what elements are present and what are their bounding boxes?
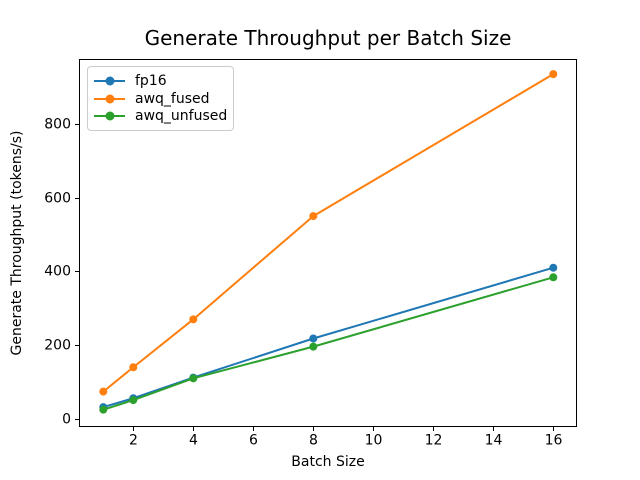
data-point-awq_fused-x8 bbox=[309, 212, 318, 221]
x-tick-label: 6 bbox=[249, 433, 258, 449]
legend-marker-line-fp16 bbox=[94, 76, 125, 86]
data-point-awq_unfused-x8 bbox=[309, 342, 318, 351]
data-point-awq_fused-x2 bbox=[129, 363, 138, 372]
data-point-fp16-x16 bbox=[549, 263, 558, 272]
x-tick-label: 10 bbox=[365, 433, 383, 449]
x-tick-label: 4 bbox=[189, 433, 198, 449]
chart-title: Generate Throughput per Batch Size bbox=[144, 26, 512, 50]
legend-marker-dot-awq_fused bbox=[105, 94, 114, 103]
legend-marker-dot-awq_unfused bbox=[105, 111, 114, 121]
y-tick-label: 800 bbox=[44, 117, 71, 133]
x-tick-label: 8 bbox=[309, 433, 318, 449]
data-point-awq_unfused-x2 bbox=[129, 396, 138, 405]
data-point-awq_unfused-x4 bbox=[189, 374, 198, 383]
legend-marker-line-awq_unfused bbox=[94, 111, 125, 121]
x-tick-label: 2 bbox=[129, 433, 138, 449]
data-point-awq_fused-x1 bbox=[99, 387, 108, 396]
legend-marker-dot-fp16 bbox=[105, 76, 114, 86]
legend-label-awq_fused: awq_fused bbox=[135, 90, 210, 107]
plot-border bbox=[79, 59, 577, 427]
legend: fp16 awq_fused awq_unfused bbox=[87, 66, 234, 131]
legend-label-fp16: fp16 bbox=[135, 72, 167, 89]
x-tick-label: 16 bbox=[545, 433, 563, 449]
data-point-awq_fused-x16 bbox=[549, 70, 558, 79]
data-point-fp16-x8 bbox=[309, 334, 318, 343]
legend-item-fp16: fp16 bbox=[94, 72, 225, 90]
x-tick-label: 14 bbox=[485, 433, 503, 449]
legend-item-awq_unfused: awq_unfused bbox=[94, 107, 228, 125]
y-tick-label: 0 bbox=[62, 412, 71, 428]
data-point-awq_fused-x4 bbox=[189, 315, 198, 324]
legend-marker-line-awq_fused bbox=[94, 94, 125, 103]
legend-label-awq_unfused: awq_unfused bbox=[135, 108, 228, 125]
legend-item-awq_fused: awq_fused bbox=[94, 90, 225, 108]
y-tick-label: 200 bbox=[44, 338, 71, 354]
y-axis-label: Generate Throughput (tokens/s) bbox=[9, 130, 25, 356]
y-tick-label: 400 bbox=[44, 264, 71, 280]
data-point-awq_unfused-x1 bbox=[99, 405, 108, 414]
data-point-awq_unfused-x16 bbox=[549, 273, 558, 282]
y-tick-label: 600 bbox=[44, 191, 71, 207]
series-line-awq_unfused bbox=[102, 276, 555, 411]
x-axis-label: Batch Size bbox=[291, 454, 365, 470]
x-tick-label: 12 bbox=[425, 433, 443, 449]
